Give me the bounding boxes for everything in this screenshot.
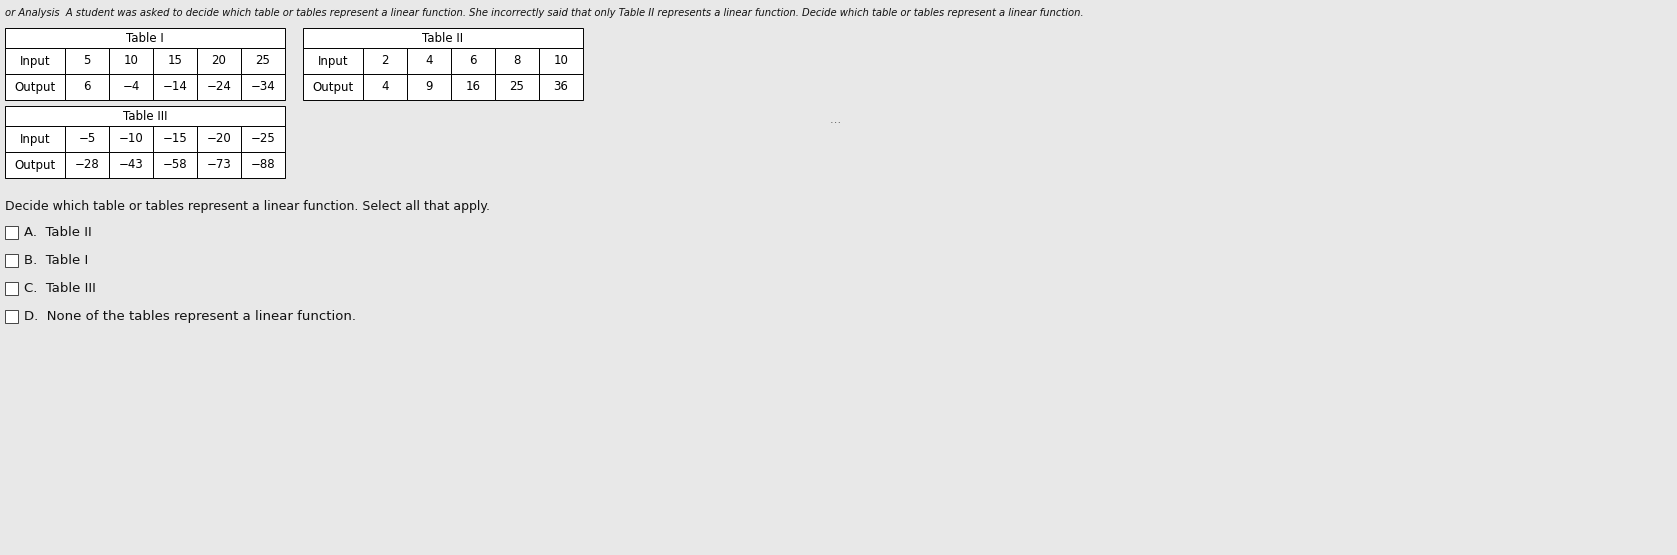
Text: Input: Input <box>20 54 50 68</box>
Text: −24: −24 <box>206 80 231 93</box>
Text: −34: −34 <box>250 80 275 93</box>
FancyBboxPatch shape <box>241 48 285 74</box>
Text: …: … <box>830 115 840 125</box>
FancyBboxPatch shape <box>451 48 495 74</box>
Text: C.  Table III: C. Table III <box>23 282 96 295</box>
Text: −4: −4 <box>122 80 139 93</box>
FancyBboxPatch shape <box>304 48 362 74</box>
Text: Decide which table or tables represent a linear function. Select all that apply.: Decide which table or tables represent a… <box>5 200 490 213</box>
Text: Input: Input <box>20 133 50 145</box>
Text: −15: −15 <box>163 133 188 145</box>
FancyBboxPatch shape <box>5 226 18 239</box>
Text: 9: 9 <box>426 80 433 93</box>
Text: 25: 25 <box>255 54 270 68</box>
Text: Table II: Table II <box>423 32 463 44</box>
Text: 15: 15 <box>168 54 183 68</box>
Text: 8: 8 <box>513 54 520 68</box>
FancyBboxPatch shape <box>5 282 18 295</box>
FancyBboxPatch shape <box>153 152 196 178</box>
FancyBboxPatch shape <box>362 48 408 74</box>
FancyBboxPatch shape <box>495 48 538 74</box>
FancyBboxPatch shape <box>5 310 18 323</box>
FancyBboxPatch shape <box>65 48 109 74</box>
Text: 16: 16 <box>466 80 481 93</box>
FancyBboxPatch shape <box>241 126 285 152</box>
FancyBboxPatch shape <box>196 126 241 152</box>
FancyBboxPatch shape <box>196 152 241 178</box>
Text: Output: Output <box>15 80 55 93</box>
FancyBboxPatch shape <box>196 74 241 100</box>
FancyBboxPatch shape <box>241 152 285 178</box>
Text: −88: −88 <box>250 159 275 171</box>
Text: −25: −25 <box>250 133 275 145</box>
FancyBboxPatch shape <box>5 126 65 152</box>
Text: −14: −14 <box>163 80 188 93</box>
FancyBboxPatch shape <box>109 48 153 74</box>
FancyBboxPatch shape <box>5 152 65 178</box>
FancyBboxPatch shape <box>495 74 538 100</box>
FancyBboxPatch shape <box>5 106 285 126</box>
FancyBboxPatch shape <box>65 152 109 178</box>
Text: Output: Output <box>15 159 55 171</box>
Text: 2: 2 <box>381 54 389 68</box>
Text: 5: 5 <box>84 54 91 68</box>
FancyBboxPatch shape <box>109 126 153 152</box>
Text: 10: 10 <box>124 54 139 68</box>
FancyBboxPatch shape <box>362 74 408 100</box>
Text: −20: −20 <box>206 133 231 145</box>
FancyBboxPatch shape <box>5 48 65 74</box>
FancyBboxPatch shape <box>538 48 584 74</box>
Text: 6: 6 <box>84 80 91 93</box>
FancyBboxPatch shape <box>304 28 584 48</box>
FancyBboxPatch shape <box>5 74 65 100</box>
FancyBboxPatch shape <box>65 126 109 152</box>
FancyBboxPatch shape <box>109 74 153 100</box>
FancyBboxPatch shape <box>538 74 584 100</box>
FancyBboxPatch shape <box>153 48 196 74</box>
FancyBboxPatch shape <box>408 48 451 74</box>
Text: −5: −5 <box>79 133 96 145</box>
Text: 25: 25 <box>510 80 525 93</box>
FancyBboxPatch shape <box>196 48 241 74</box>
FancyBboxPatch shape <box>5 254 18 267</box>
FancyBboxPatch shape <box>451 74 495 100</box>
FancyBboxPatch shape <box>65 74 109 100</box>
FancyBboxPatch shape <box>408 74 451 100</box>
Text: 4: 4 <box>426 54 433 68</box>
Text: 4: 4 <box>381 80 389 93</box>
Text: −73: −73 <box>206 159 231 171</box>
Text: −28: −28 <box>74 159 99 171</box>
Text: −58: −58 <box>163 159 188 171</box>
Text: 20: 20 <box>211 54 226 68</box>
Text: 10: 10 <box>553 54 569 68</box>
Text: Table I: Table I <box>126 32 164 44</box>
Text: −43: −43 <box>119 159 143 171</box>
Text: Input: Input <box>317 54 349 68</box>
FancyBboxPatch shape <box>153 126 196 152</box>
Text: Table III: Table III <box>122 109 168 123</box>
Text: 6: 6 <box>470 54 476 68</box>
Text: B.  Table I: B. Table I <box>23 254 89 267</box>
FancyBboxPatch shape <box>5 28 285 48</box>
Text: D.  None of the tables represent a linear function.: D. None of the tables represent a linear… <box>23 310 356 323</box>
Text: A.  Table II: A. Table II <box>23 226 92 239</box>
Text: −10: −10 <box>119 133 143 145</box>
FancyBboxPatch shape <box>153 74 196 100</box>
Text: 36: 36 <box>553 80 569 93</box>
FancyBboxPatch shape <box>304 74 362 100</box>
FancyBboxPatch shape <box>109 152 153 178</box>
Text: or Analysis  A student was asked to decide which table or tables represent a lin: or Analysis A student was asked to decid… <box>5 8 1083 18</box>
Text: Output: Output <box>312 80 354 93</box>
FancyBboxPatch shape <box>241 74 285 100</box>
